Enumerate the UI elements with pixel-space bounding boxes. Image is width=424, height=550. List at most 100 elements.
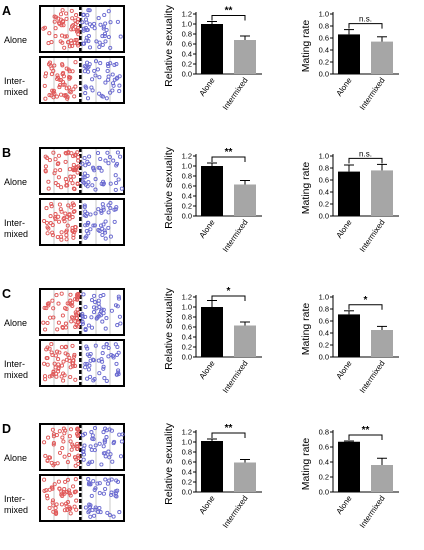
y-tick-label: 0.4 (319, 458, 329, 467)
female-marker (69, 27, 74, 32)
female-marker (67, 434, 72, 439)
male-marker (101, 430, 106, 435)
female-marker (76, 164, 81, 169)
male-marker (98, 22, 103, 27)
male-marker (114, 180, 119, 186)
female-marker (67, 44, 72, 49)
male-marker (87, 22, 93, 27)
male-marker (98, 156, 103, 162)
female-marker (43, 327, 48, 332)
female-marker (71, 209, 76, 214)
male-marker (85, 222, 90, 227)
male-marker (82, 443, 87, 448)
y-tick-label: 0.6 (182, 40, 192, 49)
female-marker (59, 234, 64, 239)
female-marker (45, 496, 50, 501)
row-label-alone: Alone (4, 318, 27, 328)
male-marker (111, 158, 116, 163)
female-marker (51, 442, 56, 447)
female-marker (53, 26, 58, 31)
female-marker (41, 320, 46, 325)
female-marker (76, 461, 81, 466)
y-tick-label: 0.6 (319, 34, 329, 43)
male-marker (82, 64, 87, 69)
row-label-alone: Alone (4, 35, 27, 45)
x-tick-label: Intermixed (358, 76, 387, 112)
male-marker (97, 505, 102, 511)
male-marker (116, 294, 121, 299)
male-marker (104, 96, 109, 101)
male-marker (80, 313, 85, 318)
female-marker (53, 34, 58, 39)
female-marker (50, 88, 55, 93)
male-marker (88, 374, 93, 379)
male-marker (107, 455, 112, 460)
female-marker (67, 355, 72, 360)
female-marker (66, 67, 71, 72)
female-marker (72, 354, 77, 359)
male-marker (115, 372, 120, 377)
male-marker (97, 371, 102, 376)
female-marker (48, 315, 53, 320)
female-marker (70, 343, 75, 348)
female-marker (70, 43, 75, 48)
female-marker (69, 447, 74, 452)
female-marker (76, 17, 81, 22)
male-marker (120, 432, 125, 437)
female-marker (43, 377, 48, 382)
male-marker (88, 503, 93, 508)
female-marker (56, 362, 61, 367)
x-tick-label: Intermixed (221, 218, 250, 254)
male-marker (85, 65, 90, 70)
female-marker (63, 321, 68, 326)
male-marker (118, 454, 124, 459)
female-marker (70, 228, 75, 233)
male-marker (82, 171, 87, 176)
male-marker (102, 438, 107, 443)
male-marker (88, 482, 93, 487)
male-marker (91, 310, 97, 315)
female-marker (47, 93, 52, 98)
male-marker (116, 368, 121, 373)
male-marker (83, 505, 88, 510)
male-marker (103, 236, 108, 241)
male-marker (83, 17, 89, 22)
male-marker (91, 479, 96, 484)
male-marker (97, 165, 102, 170)
male-marker (81, 175, 86, 180)
y-tick-label: 0.8 (182, 30, 192, 39)
male-marker (81, 12, 86, 17)
female-marker (41, 26, 46, 31)
female-marker (75, 319, 80, 324)
male-marker (106, 34, 111, 40)
female-marker (59, 363, 65, 368)
male-marker (111, 514, 116, 519)
female-marker (61, 439, 66, 444)
male-marker (86, 510, 91, 515)
female-marker (72, 187, 77, 192)
male-marker (92, 487, 97, 492)
female-marker (47, 487, 52, 492)
female-marker (62, 508, 67, 513)
male-marker (96, 509, 101, 514)
x-tick-label: Intermixed (358, 218, 387, 254)
female-marker (71, 186, 76, 191)
female-marker (62, 487, 67, 492)
male-marker (101, 364, 106, 369)
x-tick-label: Alone (335, 359, 354, 381)
female-marker (47, 346, 52, 351)
female-marker (67, 216, 72, 221)
male-marker (113, 342, 118, 347)
male-marker (103, 486, 108, 492)
male-marker (118, 321, 123, 326)
female-marker (57, 450, 63, 455)
male-marker (101, 179, 106, 184)
y-tick-label: 0.0 (182, 70, 192, 79)
male-marker (85, 60, 90, 65)
female-marker (56, 320, 61, 325)
male-marker (105, 481, 110, 486)
female-marker (65, 352, 70, 357)
female-marker (61, 23, 66, 28)
male-marker (85, 346, 90, 351)
male-marker (89, 325, 95, 330)
